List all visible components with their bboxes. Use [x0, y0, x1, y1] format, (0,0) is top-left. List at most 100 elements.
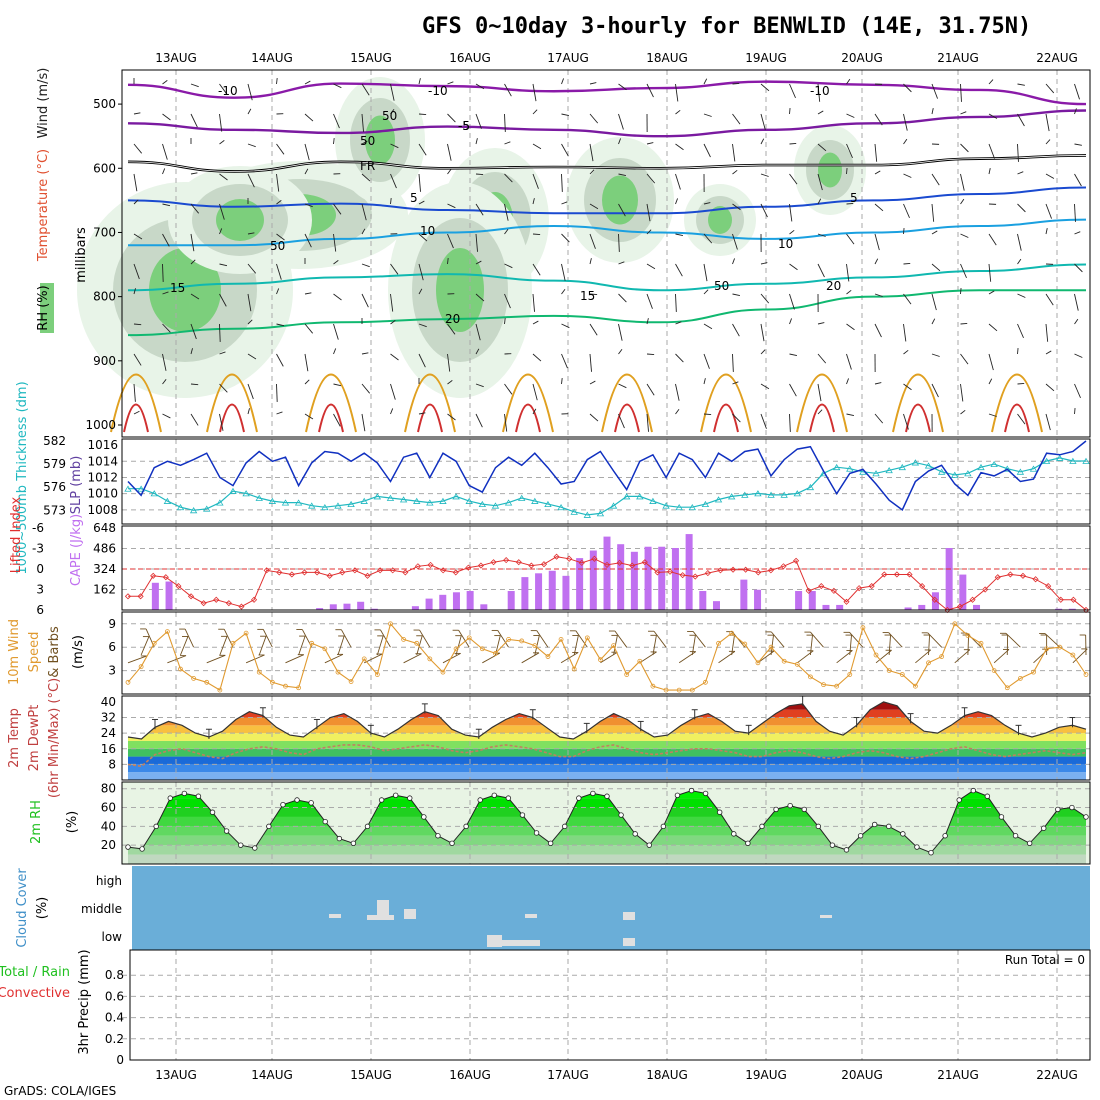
wind-point: [296, 685, 302, 691]
wind-point: [138, 664, 144, 670]
wind-barb: [652, 635, 657, 656]
hot-contour: [809, 403, 835, 433]
wind-barb: [133, 410, 140, 415]
rh-point: [1012, 833, 1019, 839]
y-tick-label: 648: [93, 521, 116, 535]
wind-barb: [931, 383, 939, 398]
y-tick-label: 60: [101, 801, 116, 815]
li-point: [187, 593, 195, 600]
wind-point: [348, 679, 354, 684]
wind-barb: [760, 293, 770, 304]
hot-contour: [713, 403, 739, 433]
wind-barb: [133, 263, 140, 280]
thickness-point: [452, 493, 460, 500]
li-point: [314, 569, 321, 576]
li-point: [629, 562, 636, 569]
x-tick-label: 14AUG: [251, 1068, 293, 1082]
wind-barb: [675, 109, 681, 115]
cape-bar: [945, 547, 953, 610]
temp-fill: [128, 701, 1086, 780]
wind-barb: [1044, 633, 1061, 648]
rh-point: [125, 844, 131, 850]
wind-barb: [1005, 632, 1021, 648]
x-tick-label: 17AUG: [547, 51, 589, 65]
wind-barb: [390, 263, 399, 275]
thickness-point: [872, 470, 880, 477]
y-tick-label: 80: [101, 782, 116, 796]
wind-barb: [219, 351, 226, 355]
li-point: [364, 572, 371, 579]
wind-barb: [190, 83, 199, 88]
wind-barb: [960, 173, 965, 191]
cape-li-panel: -6 -3 0 3 6 162 324 486 648 Lifted Index CAPE (J/k…: [9, 496, 1091, 617]
slp-line: [127, 440, 1087, 512]
wind-barb: [903, 413, 909, 430]
cloud-layer-label: low: [102, 930, 123, 944]
wind-barb: [504, 413, 508, 432]
wind-point: [991, 668, 997, 673]
thickness-point: [399, 496, 408, 503]
wind-barb: [298, 635, 306, 656]
wind-barb: [789, 293, 795, 310]
wind-barb: [874, 233, 880, 251]
y-tick-label: 1016: [87, 438, 118, 452]
thickness-point: [426, 499, 434, 506]
wind-barb: [475, 348, 480, 355]
wind-barb: [732, 323, 740, 337]
wind-barb: [190, 113, 198, 128]
wind-barb: [532, 408, 537, 415]
wind-barb: [532, 109, 538, 115]
thickness-point: [583, 511, 592, 518]
wind-barb: [190, 413, 199, 426]
li-point: [402, 569, 409, 576]
wind-barb: [846, 413, 855, 416]
y-tick-label: 324: [93, 562, 116, 576]
li-point: [868, 583, 875, 590]
cape-bar: [754, 589, 762, 610]
wind-point: [309, 640, 315, 646]
wind-barb: [675, 83, 679, 102]
wind-barb: [561, 78, 564, 85]
wind-barb: [846, 378, 849, 385]
wind-barb: [361, 263, 370, 268]
wind-barb: [190, 293, 200, 300]
wind-barb: [817, 353, 827, 364]
wind-barb: [646, 83, 654, 98]
wind-barb: [285, 654, 304, 664]
thickness-point: [150, 490, 158, 497]
wind-barb: [219, 263, 228, 267]
y-tick-label: 6: [36, 603, 44, 617]
wind-barb: [162, 263, 164, 282]
thickness-slp-panel: 573 576 579 582 1008 1010 1012 1014 1016 1000~500…: [15, 381, 1091, 575]
thickness-point: [478, 500, 487, 508]
thickness-point: [1016, 468, 1025, 475]
wind-barb: [1045, 323, 1049, 342]
wind-barb: [304, 233, 312, 248]
wind-barb: [1017, 347, 1019, 355]
wind-point: [427, 656, 433, 662]
wind-barb: [127, 655, 147, 664]
wind-point: [322, 646, 328, 652]
wind-point: [361, 656, 367, 662]
wind-barb: [732, 381, 739, 385]
li-point: [263, 567, 270, 574]
wind-barb: [304, 353, 309, 372]
wind-barb: [133, 383, 136, 402]
cloud-patch: [820, 915, 832, 918]
thickness-point: [1029, 465, 1038, 472]
rh-point: [745, 840, 751, 846]
cape-bar: [343, 603, 351, 610]
wind-point: [1031, 669, 1036, 675]
wind-barb: [703, 289, 709, 295]
wind-barb: [653, 630, 667, 648]
wind-barb: [646, 383, 655, 396]
thickness-point: [911, 459, 920, 466]
wind-barb: [504, 263, 513, 269]
wind-barb: [418, 263, 424, 281]
wind-barb: [390, 383, 396, 400]
wind-barb: [361, 140, 368, 145]
wind-barb: [475, 383, 484, 388]
wind-barb: [162, 413, 171, 419]
rh-point: [533, 830, 540, 836]
y-tick-label: 700: [93, 225, 116, 239]
